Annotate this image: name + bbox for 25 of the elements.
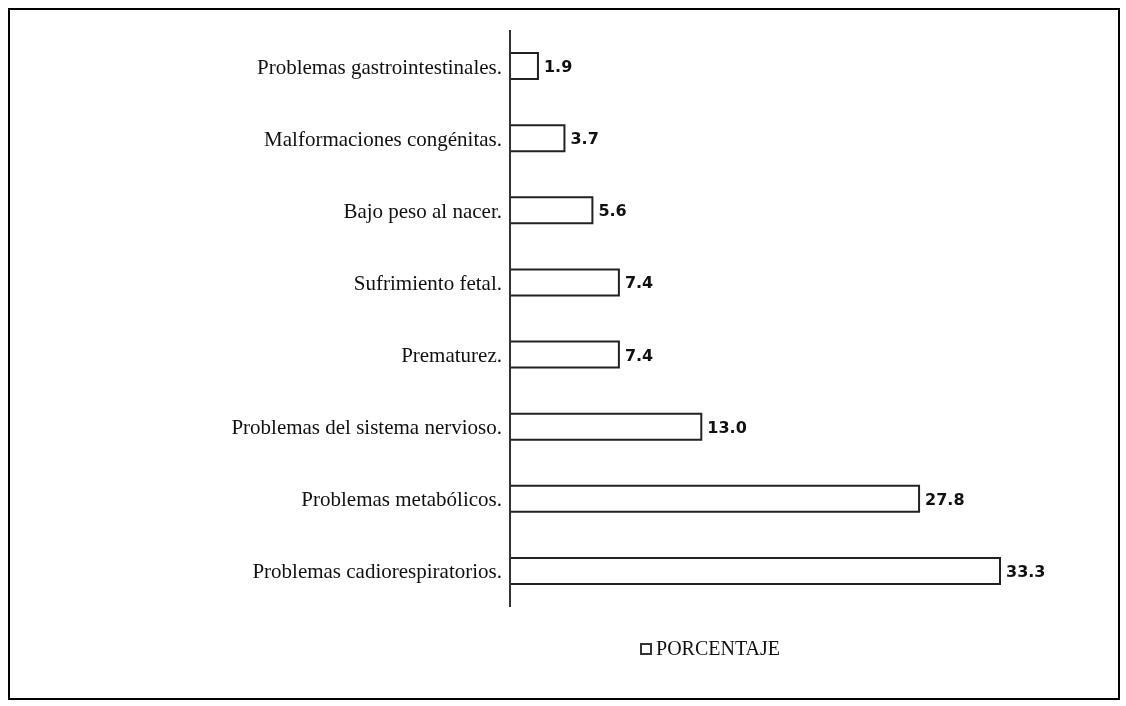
y-tick-label: Problemas gastrointestinales. — [257, 54, 502, 79]
y-tick-label: Problemas del sistema nervioso. — [231, 415, 502, 440]
data-label: 33.3 — [1006, 561, 1046, 581]
text: PORCENTAJE — [655, 637, 780, 660]
data-label: 5.6 — [598, 201, 627, 221]
y-tick-label: Problemas cadiorespiratorios. — [252, 559, 502, 584]
bar — [509, 196, 594, 225]
data-label: 7.4 — [624, 273, 654, 293]
bar — [509, 340, 620, 369]
bar — [509, 412, 703, 441]
bar — [509, 268, 620, 297]
bar — [509, 484, 921, 513]
bar — [509, 556, 1001, 585]
data-label: 27.8 — [925, 489, 965, 509]
y-tick-label: Malformaciones congénitas. — [264, 126, 502, 151]
data-label: 13.0 — [707, 417, 747, 437]
data-label: 3.7 — [570, 129, 599, 149]
data-label: 1.9 — [543, 57, 573, 76]
bar — [509, 124, 566, 153]
data-label: 7.4 — [624, 345, 654, 365]
y-tick-label: Problemas metabólicos. — [301, 487, 502, 512]
y-tick-label: Prematurez. — [401, 343, 502, 368]
bar — [509, 52, 539, 80]
y-tick-label: Sufrimiento fetal. — [353, 270, 502, 295]
y-tick-label: Bajo peso al nacer. — [343, 198, 502, 223]
